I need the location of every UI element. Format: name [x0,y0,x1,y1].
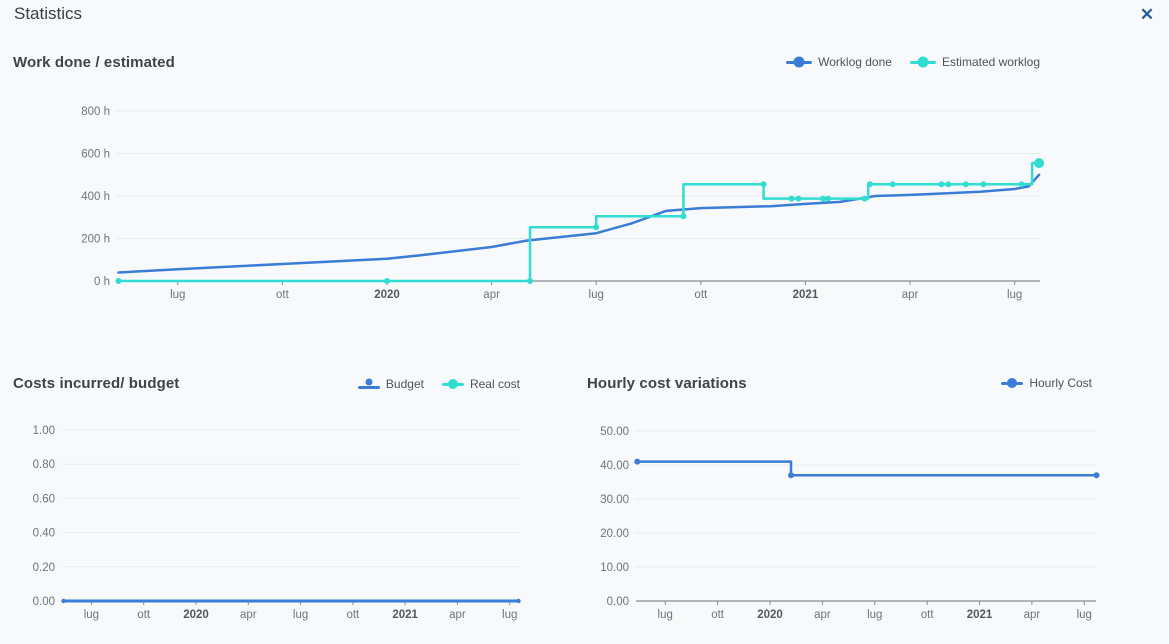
x-axis-label: 2021 [392,609,418,621]
x-axis-label: lug [867,609,882,621]
legend-item-real-cost[interactable]: Real cost [441,377,520,391]
x-axis-label: 2020 [757,609,783,621]
x-axis-label: 2020 [374,289,400,301]
y-axis-label: 0.40 [33,528,55,540]
series-point [889,181,896,188]
hourly-cost-variations-legend: Hourly Cost [1001,376,1092,390]
y-axis-label: 400 h [81,191,110,203]
work-done-estimated-legend: Worklog done Estimated worklog [786,55,1040,69]
y-axis-label: 30.00 [600,494,629,506]
x-axis-label: ott [137,609,151,621]
series-point [680,213,687,220]
series-point [945,181,952,188]
x-axis-label: lug [1007,289,1022,301]
x-axis-label: 2021 [967,609,993,621]
budget-marker-icon [357,378,380,391]
series-point [788,195,795,202]
legend-item-budget[interactable]: Budget [357,377,424,391]
work-done-estimated-title: Work done / estimated [13,54,175,71]
x-axis-label: ott [711,609,725,621]
series-point [1018,181,1025,188]
series-point [819,195,826,202]
x-axis-label: ott [921,609,935,621]
series-line-cyan [117,161,1041,283]
series-point [795,195,802,202]
legend-item-hourly-cost[interactable]: Hourly Cost [1001,376,1092,390]
y-axis-label: 0.20 [33,562,55,574]
series-line-blue [636,460,1098,477]
legend-item-estimated-worklog[interactable]: Estimated worklog [909,55,1040,69]
y-axis-label: 200 h [81,234,110,246]
series-point [516,598,521,604]
y-axis-label: 0.00 [607,596,629,608]
series-line-blue [117,173,1041,274]
series-point [861,195,868,202]
y-axis-label: 0.60 [33,493,55,505]
y-axis-label: 600 h [81,149,110,161]
hourly-cost-marker-icon [1001,377,1024,390]
x-axis-label: lug [589,289,604,301]
x-axis-label: lug [658,609,673,621]
series-point [980,181,987,188]
y-axis-label: 800 h [81,106,110,118]
legend-item-worklog-done[interactable]: Worklog done [786,55,892,69]
y-axis-label: 0.80 [33,459,55,471]
x-axis-label: ott [694,289,708,301]
x-axis-label: lug [170,289,185,301]
series-point [825,195,832,202]
x-axis-label: lug [502,609,517,621]
x-axis-label: ott [346,609,360,621]
y-axis-label: 20.00 [600,528,629,540]
x-axis-label: apr [449,609,466,621]
series-point [527,278,533,284]
x-axis-label: apr [483,289,500,301]
series-point [61,598,66,604]
y-axis-label: 10.00 [600,562,629,574]
series-point [593,224,600,231]
legend-label: Hourly Cost [1029,376,1092,390]
x-axis-label: lug [84,609,99,621]
series-point [788,472,794,479]
x-axis-label: apr [902,289,919,301]
x-axis-label: apr [814,609,831,621]
series-point [115,278,122,284]
series-point [938,181,945,188]
y-axis-label: 0.00 [33,596,55,608]
costs-incurred-budget-title: Costs incurred/ budget [13,375,180,392]
x-axis-label: lug [1077,609,1092,621]
worklog-done-marker-icon [786,56,813,69]
x-axis-label: 2021 [793,289,819,301]
y-axis-label: 0 h [94,276,110,288]
costs-incurred-budget-legend: Budget Real cost [357,377,520,391]
y-axis-label: 50.00 [600,426,629,438]
legend-label: Worklog done [818,55,892,69]
legend-label: Estimated worklog [941,55,1040,69]
legend-label: Real cost [469,377,520,391]
hourly-cost-variations-title: Hourly cost variations [587,375,747,392]
series-point [866,181,873,188]
estimated-worklog-marker-icon [909,56,936,69]
dialog-title: Statistics [14,4,83,23]
x-axis-label: 2020 [183,609,209,621]
legend-label: Budget [385,377,424,391]
x-axis-label: apr [1024,609,1041,621]
x-axis-label: ott [276,289,290,301]
series-point [1093,472,1100,479]
x-axis-label: apr [240,609,257,621]
series-point [760,181,767,188]
y-axis-label: 1.00 [33,425,55,437]
y-axis-label: 40.00 [600,460,629,472]
series-point [634,458,641,465]
close-button[interactable]: ✕ [1133,1,1161,29]
series-point [1034,158,1045,169]
series-point [384,278,390,284]
series-point [962,181,969,188]
close-icon: ✕ [1139,5,1155,24]
real-cost-marker-icon [441,378,464,391]
x-axis-label: lug [293,609,308,621]
